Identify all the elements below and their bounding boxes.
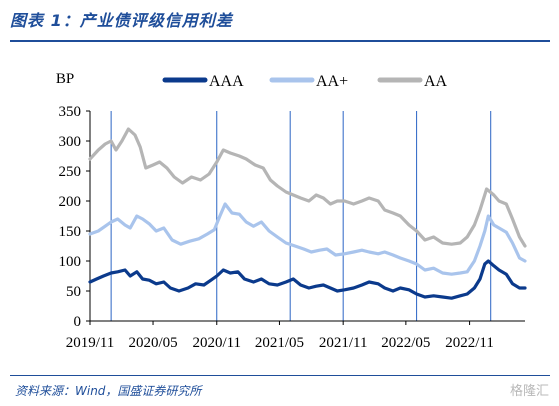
legend-label: AA [424,73,448,90]
watermark-logo: 格隆汇 [509,384,549,399]
vertical-reference-lines [110,111,492,321]
figure-title: 图表 1：产业债评级信用利差 [10,11,233,30]
x-tick-label: 2020/05 [128,335,177,351]
x-tick-label: 2021/11 [319,335,368,351]
y-tick-label: 350 [59,104,82,120]
y-tick-label: 200 [59,194,82,210]
x-tick-label: 2021/05 [255,335,304,351]
series-line-aaa [88,259,527,300]
y-tick-label: 50 [66,284,81,300]
title-rule [10,40,550,42]
x-tick-label: 2022/05 [381,335,430,351]
series-line-aa [88,127,527,248]
source-rule [10,375,550,376]
y-tick-label: 250 [59,164,82,180]
series-line-aa-plus [88,202,527,276]
legend-label: AAA [209,73,244,90]
source-note: 资料来源：Wind，国盛证券研究所 [15,384,202,398]
y-axis-label: BP [56,71,74,87]
y-tick-label: 100 [59,254,82,270]
legend: AAA AA+ AA [162,73,448,90]
series-lines [88,127,527,300]
axes: 0 50 100 150 200 250 300 350 BP 2019/11 2020/05 202… [56,71,525,351]
y-tick-label: 300 [59,134,82,150]
x-tick-label: 2019/11 [66,335,115,351]
y-tick-label: 0 [74,314,82,330]
y-tick-label: 150 [59,224,82,240]
x-tick-label: 2020/11 [192,335,241,351]
x-tick-label: 2022/11 [445,335,494,351]
legend-label: AA+ [316,73,348,90]
